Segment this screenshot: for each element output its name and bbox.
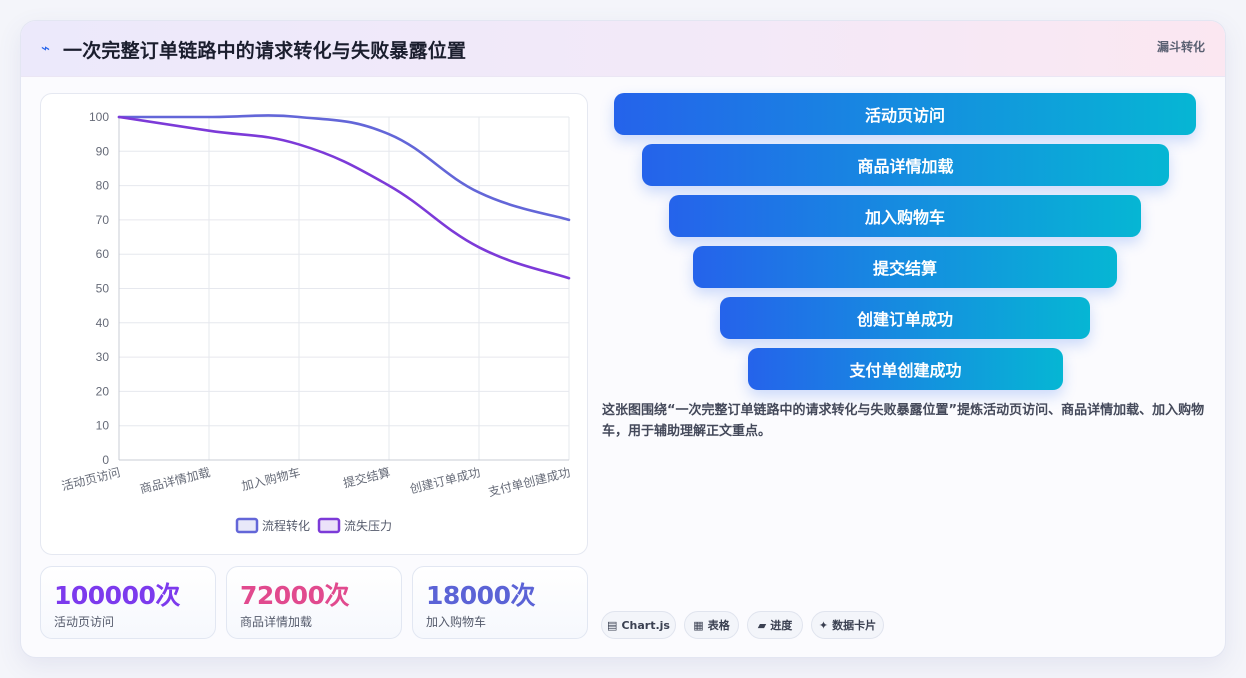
chip-label: 表格: [707, 619, 730, 632]
legend-swatch: [235, 517, 259, 534]
stat-value: 18000次: [426, 581, 535, 610]
progress-icon: ▰: [757, 618, 767, 632]
line-chart: 0 10 20 30 40 50 60 70 80 90 100 活动页访问 商品详情加载 加入购物车 提交…: [60, 110, 572, 534]
stat-value: 100000次: [54, 581, 180, 610]
y-tick-label: 50: [96, 282, 110, 296]
chip-label: Chart.js: [621, 618, 670, 632]
y-tick-label: 20: [96, 384, 110, 398]
chip-label: 进度: [770, 619, 793, 632]
stat-card: 100000次 活动页访问: [40, 566, 216, 639]
funnel-step: 支付单创建成功: [748, 348, 1063, 390]
legend-label: 流失压力: [344, 518, 392, 533]
lightning-icon: ⌁: [41, 39, 51, 57]
chip-table[interactable]: ▦ 表格: [684, 611, 739, 639]
stat-card: 72000次 商品详情加载: [226, 566, 402, 639]
series-line-2: [117, 115, 571, 280]
y-tick-label: 30: [96, 350, 110, 364]
stat-label: 活动页访问: [54, 615, 115, 629]
y-tick-label: 60: [96, 247, 110, 261]
stat-label: 商品详情加载: [240, 615, 313, 629]
x-tick-label: 活动页访问: [60, 465, 122, 493]
funnel-step: 活动页访问: [614, 93, 1196, 135]
funnel-step: 加入购物车: [669, 195, 1141, 237]
chip-chartjs[interactable]: ▤ Chart.js: [601, 611, 676, 639]
chip-data-card[interactable]: ✦ 数据卡片: [811, 611, 884, 639]
x-tick-label: 提交结算: [342, 464, 392, 490]
funnel-step: 提交结算: [693, 246, 1117, 288]
y-tick-label: 100: [89, 110, 109, 124]
chart-description: 这张图围绕“一次完整订单链路中的请求转化与失败暴露位置”提炼活动页访问、商品详情…: [602, 403, 1205, 439]
stat-value: 72000次: [240, 581, 349, 610]
table-icon: ▦: [693, 618, 704, 632]
x-tick-label: 商品详情加载: [138, 464, 212, 496]
chip-progress[interactable]: ▰ 进度: [747, 611, 803, 639]
y-tick-label: 90: [96, 144, 110, 158]
x-tick-label: 加入购物车: [240, 464, 302, 493]
x-tick-label: 支付单创建成功: [487, 465, 572, 499]
y-tick-label: 80: [96, 179, 110, 193]
legend-label: 流程转化: [262, 518, 310, 533]
funnel-step: 创建订单成功: [720, 297, 1090, 339]
stat-card: 18000次 加入购物车: [412, 566, 588, 639]
y-tick-label: 40: [96, 316, 110, 330]
series-line-1: [117, 114, 571, 222]
chart-panel: 0 10 20 30 40 50 60 70 80 90 100 活动页访问 商品详情加载 加入购物车 提交…: [40, 93, 588, 555]
chart-icon: ▤: [607, 618, 618, 632]
sparkle-icon: ✦: [818, 618, 829, 632]
y-tick-label: 10: [96, 419, 110, 433]
y-tick-label: 70: [96, 213, 110, 227]
card: ⌁ 一次完整订单链路中的请求转化与失败暴露位置 漏斗转化 0 10 20 30 40 50…: [20, 20, 1226, 658]
chip-label: 数据卡片: [832, 619, 877, 632]
funnel-step: 商品详情加载: [642, 144, 1169, 186]
page-title: 一次完整订单链路中的请求转化与失败暴露位置: [63, 40, 467, 62]
x-tick-label: 创建订单成功: [408, 465, 481, 496]
stat-label: 加入购物车: [426, 615, 487, 629]
header-tag: 漏斗转化: [1156, 40, 1205, 54]
y-tick-label: 0: [102, 453, 109, 467]
header: ⌁ 一次完整订单链路中的请求转化与失败暴露位置 漏斗转化: [21, 21, 1225, 77]
legend-swatch: [317, 517, 341, 534]
